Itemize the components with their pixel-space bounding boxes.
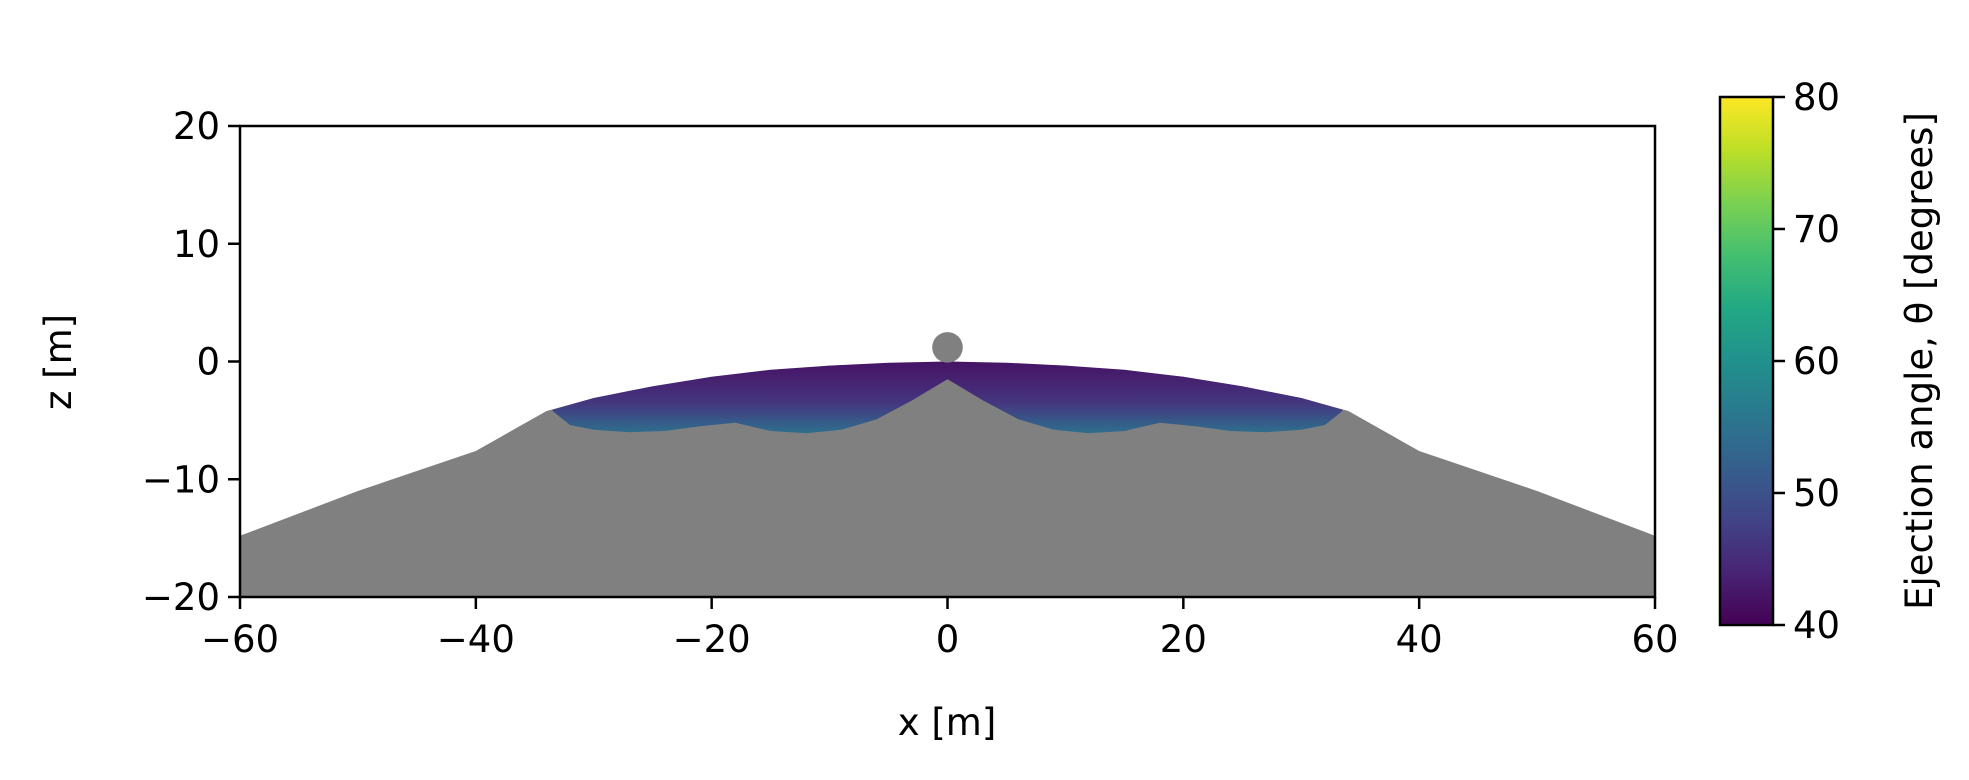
y-axis-label: z [m]: [37, 314, 80, 410]
x-tick-label: −60: [201, 618, 279, 661]
colorbar-gradient: [1718, 95, 1775, 627]
y-tick-label: 0: [196, 341, 220, 384]
colorbar-tick-label: 70: [1793, 208, 1840, 251]
x-tick-label: −20: [673, 618, 751, 661]
y-tick-label: −20: [142, 576, 220, 619]
x-tick-label: 0: [936, 618, 960, 661]
ejection-region-left: [552, 361, 948, 434]
colorbar-tick-label: 60: [1793, 340, 1840, 383]
y-axis-ticks: −20 −10 0 10 20: [142, 105, 240, 619]
x-tick-label: 60: [1631, 618, 1678, 661]
plot-area: [240, 332, 1655, 597]
colorbar-tick-label: 40: [1793, 604, 1840, 647]
y-tick-label: 20: [173, 105, 220, 148]
y-tick-label: −10: [142, 458, 220, 501]
colorbar: 40 50 60 70 80 Ejection angle, θ [degrees]: [1718, 76, 1941, 647]
x-tick-label: 40: [1396, 618, 1443, 661]
projectile-marker: [932, 332, 963, 363]
x-tick-label: 20: [1160, 618, 1207, 661]
ejection-region-right: [947, 361, 1343, 434]
colorbar-ticks: 40 50 60 70 80: [1773, 76, 1840, 647]
colorbar-tick-label: 80: [1793, 76, 1840, 119]
x-axis-label: x [m]: [898, 701, 997, 744]
x-tick-label: −40: [437, 618, 515, 661]
target-surface: [240, 361, 1655, 597]
y-tick-label: 10: [173, 223, 220, 266]
colorbar-tick-label: 50: [1793, 472, 1840, 515]
x-axis-ticks: −60 −40 −20 0 20 40 60: [201, 597, 1679, 661]
colorbar-label: Ejection angle, θ [degrees]: [1898, 112, 1941, 610]
